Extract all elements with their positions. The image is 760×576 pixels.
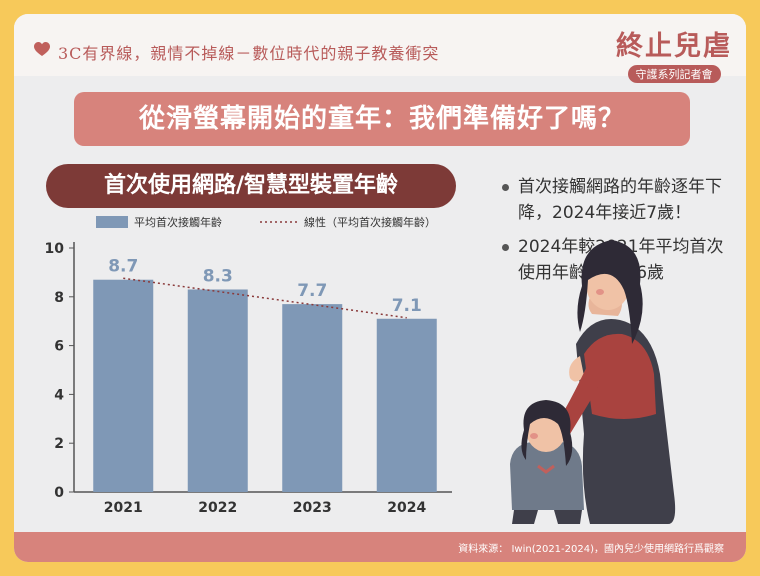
bar — [282, 304, 343, 492]
x-tick-label: 2022 — [198, 500, 237, 516]
infographic-card: 3C有界線，親情不掉線－數位時代的親子教養衝突 終止兒虐 守護系列記者會 從滑螢… — [14, 14, 746, 562]
legend-swatch-bar — [96, 216, 128, 228]
footer-bar: 資料來源： Iwin(2021-2024)，國內兒少使用網路行爲觀察 — [14, 532, 746, 562]
bar-chart: 0 2 4 6 8 10 平均首次接觸年齡 線性（平均首次接觸年齡） 8.7 2021 8.3 202… — [45, 215, 452, 516]
page-title: 從滑螢幕開始的童年：我們準備好了嗎？ — [74, 92, 690, 146]
y-tick-label: 10 — [45, 241, 65, 257]
source-note: 資料來源： Iwin(2021-2024)，國內兒少使用網路行爲觀察 — [458, 544, 724, 555]
bar — [376, 318, 437, 492]
child-figure — [510, 400, 584, 524]
header-strip — [14, 14, 746, 76]
chart-title: 首次使用網路/智慧型裝置年齡 — [46, 164, 456, 208]
x-tick-label: 2024 — [387, 500, 426, 516]
y-tick-label: 2 — [54, 436, 64, 452]
bar — [93, 279, 154, 492]
x-tick-label: 2023 — [293, 500, 332, 516]
data-label: 8.3 — [203, 266, 233, 286]
data-label: 8.7 — [108, 257, 138, 277]
y-tick-label: 4 — [54, 387, 64, 403]
bullet-item: 首次接觸網路的年齡逐年下降，2024年接近7歲！ — [500, 174, 730, 226]
logo-title: 終止兒虐 — [616, 31, 732, 62]
y-tick-label: 0 — [54, 485, 64, 501]
mother-figure — [554, 240, 676, 524]
y-tick-label: 6 — [54, 339, 64, 355]
mother-child-illustration — [510, 240, 676, 524]
y-tick-label: 8 — [54, 290, 64, 306]
legend-label-trend: 線性（平均首次接觸年齡） — [304, 215, 436, 229]
tagline: 3C有界線，親情不掉線－數位時代的親子教養衝突 — [58, 44, 440, 63]
logo-subtitle: 守護系列記者會 — [627, 65, 721, 83]
heart-icon — [34, 42, 50, 56]
x-tick-label: 2021 — [104, 500, 143, 516]
legend-label-bar: 平均首次接觸年齡 — [134, 215, 222, 229]
bar — [187, 289, 248, 492]
data-label: 7.7 — [297, 281, 327, 301]
logo: 終止兒虐 守護系列記者會 — [610, 24, 738, 83]
data-label: 7.1 — [392, 296, 422, 316]
